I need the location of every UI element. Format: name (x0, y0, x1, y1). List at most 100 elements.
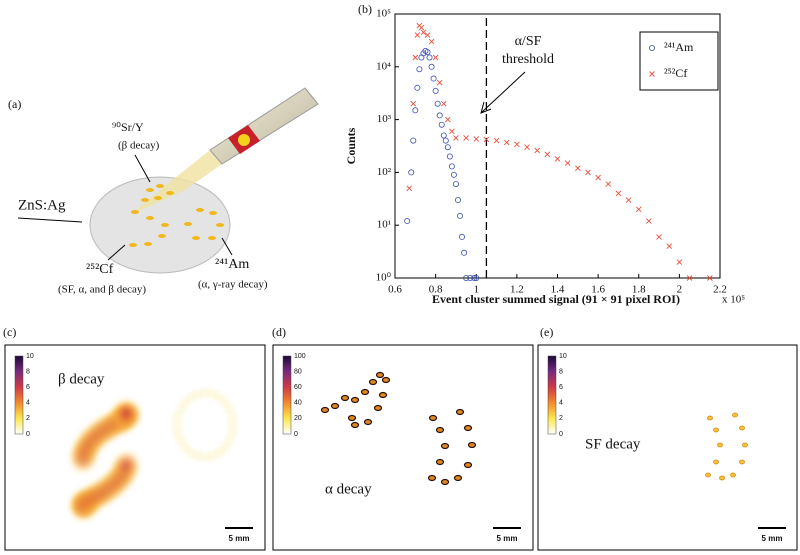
data-point (406, 185, 413, 192)
x-tick-label: 2.2 (713, 284, 727, 296)
data-point (424, 49, 431, 56)
x-multiplier: x 10⁵ (722, 294, 745, 306)
data-point (426, 54, 433, 61)
data-point (656, 234, 662, 240)
data-point (514, 141, 520, 148)
beta-ring (227, 411, 238, 422)
panel-c-frame (4, 344, 266, 551)
sf-spot (719, 475, 725, 481)
beta-ring (224, 404, 235, 414)
alpha-spot (360, 388, 370, 396)
alpha-spot (455, 408, 465, 416)
data-point (450, 171, 457, 178)
x-tick-label: 2 (677, 284, 683, 296)
colorbar (547, 355, 557, 435)
panel-title: SF decay (585, 436, 641, 452)
colorbar (282, 355, 292, 435)
data-point (428, 38, 435, 45)
data-point (564, 160, 571, 166)
pipette (209, 87, 319, 165)
panel-b: (b) Event cluster summed signal (91 × 91… (344, 2, 746, 306)
data-point (483, 136, 490, 143)
colorbar-tick-label: 60 (294, 384, 302, 391)
data-point (434, 100, 441, 107)
alpha-spot (340, 394, 350, 402)
alpha-spot (330, 402, 340, 410)
panel-label: (d) (272, 325, 286, 339)
y-tick-label: 10⁰ (376, 272, 392, 284)
alpha-spot (428, 414, 438, 422)
annotation: threshold (502, 52, 554, 67)
colorbar-tick-label: 8 (559, 368, 563, 375)
alpha-spot (350, 396, 360, 404)
data-point (473, 136, 480, 142)
sf-spot (742, 442, 748, 448)
alpha-spot (378, 391, 388, 399)
alpha-spot (363, 418, 373, 426)
sources (129, 184, 224, 247)
pipette-tip (130, 150, 222, 215)
x-tick-label: 1.8 (632, 284, 646, 296)
alpha-spot (435, 458, 445, 466)
panel-label: (c) (3, 325, 16, 339)
annotation: ²⁴¹Am (215, 257, 249, 272)
annotation: (SF, α, and β decay) (58, 284, 146, 296)
pointer (107, 244, 126, 261)
data-point (453, 135, 459, 141)
x-tick-label: 0.6 (388, 284, 402, 296)
annotation: ZnS:Ag (18, 197, 66, 213)
scale-label: 5 mm (229, 534, 250, 543)
data-point (534, 147, 541, 154)
arrow-head (480, 101, 492, 114)
data-point (444, 116, 451, 123)
panel-d-frame (272, 344, 534, 551)
colorbar-tick-label: 8 (26, 368, 30, 375)
data-point (625, 197, 632, 203)
data-point (646, 218, 652, 224)
data-point (452, 181, 459, 188)
annotation: (α, γ-ray decay) (198, 279, 268, 291)
sf-spot (730, 472, 736, 478)
panel-e-frame (537, 344, 798, 551)
colorbar (14, 355, 24, 435)
alpha-spot (463, 424, 473, 432)
colorbar-tick-label: 6 (559, 384, 563, 391)
alpha-spot (453, 474, 463, 482)
legend-marker (649, 71, 655, 77)
sf-spot (717, 442, 723, 448)
alpha-spot (373, 404, 383, 412)
panel-label: (b) (358, 2, 372, 16)
data-point (554, 156, 561, 162)
data-point (442, 137, 449, 144)
x-tick-label: 1.6 (591, 284, 605, 296)
data-point (456, 212, 463, 219)
data-point (707, 275, 713, 281)
sf-spot (713, 459, 719, 465)
y-tick-label: 10⁵ (376, 8, 391, 20)
scale-label: 5 mm (762, 534, 783, 543)
colorbar-tick-label: 6 (26, 384, 30, 391)
pointer (17, 217, 83, 223)
sf-spot (705, 472, 711, 478)
x-tick-label: 1.2 (510, 284, 524, 296)
panel-title: α decay (325, 481, 372, 497)
data-point (404, 218, 411, 225)
data-point (524, 144, 530, 151)
colorbar-tick-label: 10 (559, 353, 567, 360)
data-point (436, 79, 443, 86)
data-point (454, 197, 461, 204)
data-point (503, 139, 510, 146)
arrow (481, 71, 526, 113)
colorbar-tick-label: 0 (559, 431, 563, 438)
y-tick-label: 10² (377, 166, 392, 178)
sf-spot (739, 425, 745, 431)
annotation: (β decay) (118, 140, 160, 152)
image-panels: (c) (d) (e) β decay α decay SF decay 0 2 4… (3, 325, 798, 551)
colorbar-tick-label: 10 (26, 353, 34, 360)
data-point (574, 165, 581, 172)
x-tick-label: 1 (474, 284, 480, 296)
data-point (444, 144, 451, 151)
beta-ring (172, 428, 183, 439)
beta-ring (172, 411, 183, 422)
annotation: ²⁵²Cf (86, 262, 114, 277)
